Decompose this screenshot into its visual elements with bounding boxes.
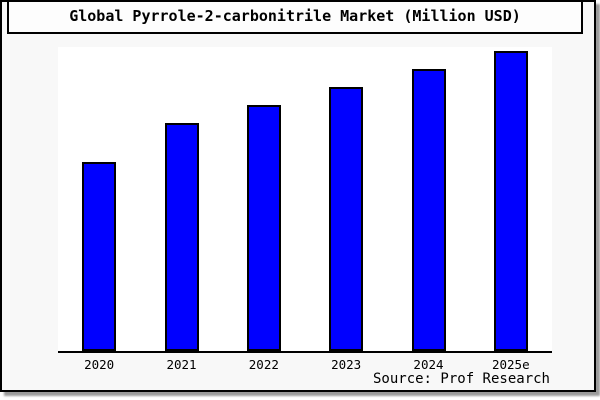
x-tick-label-2023: 2023 <box>331 357 362 372</box>
x-tick-label-2024: 2024 <box>413 357 444 372</box>
x-axis-tick-labels: 2020 2021 2022 2023 2024 2025e <box>58 357 552 372</box>
bar-2021 <box>165 123 199 351</box>
x-tick-label-2020: 2020 <box>84 357 115 372</box>
plot-area <box>58 47 552 353</box>
x-tick-label-2021: 2021 <box>166 357 197 372</box>
source-text: Source: Prof Research <box>372 371 550 387</box>
bar-2020 <box>82 162 116 351</box>
chart-title-box: Global Pyrrole-2-carbonitrile Market (Mi… <box>7 2 583 34</box>
bar-2025e <box>494 51 528 351</box>
bar-2022 <box>247 105 281 351</box>
bar-2024 <box>412 69 446 351</box>
x-tick-label-2025e: 2025e <box>491 357 530 372</box>
x-tick-label-2022: 2022 <box>248 357 279 372</box>
chart-title: Global Pyrrole-2-carbonitrile Market (Mi… <box>69 7 521 25</box>
bar-2023 <box>329 87 363 351</box>
chart-card: Global Pyrrole-2-carbonitrile Market (Mi… <box>0 0 596 392</box>
